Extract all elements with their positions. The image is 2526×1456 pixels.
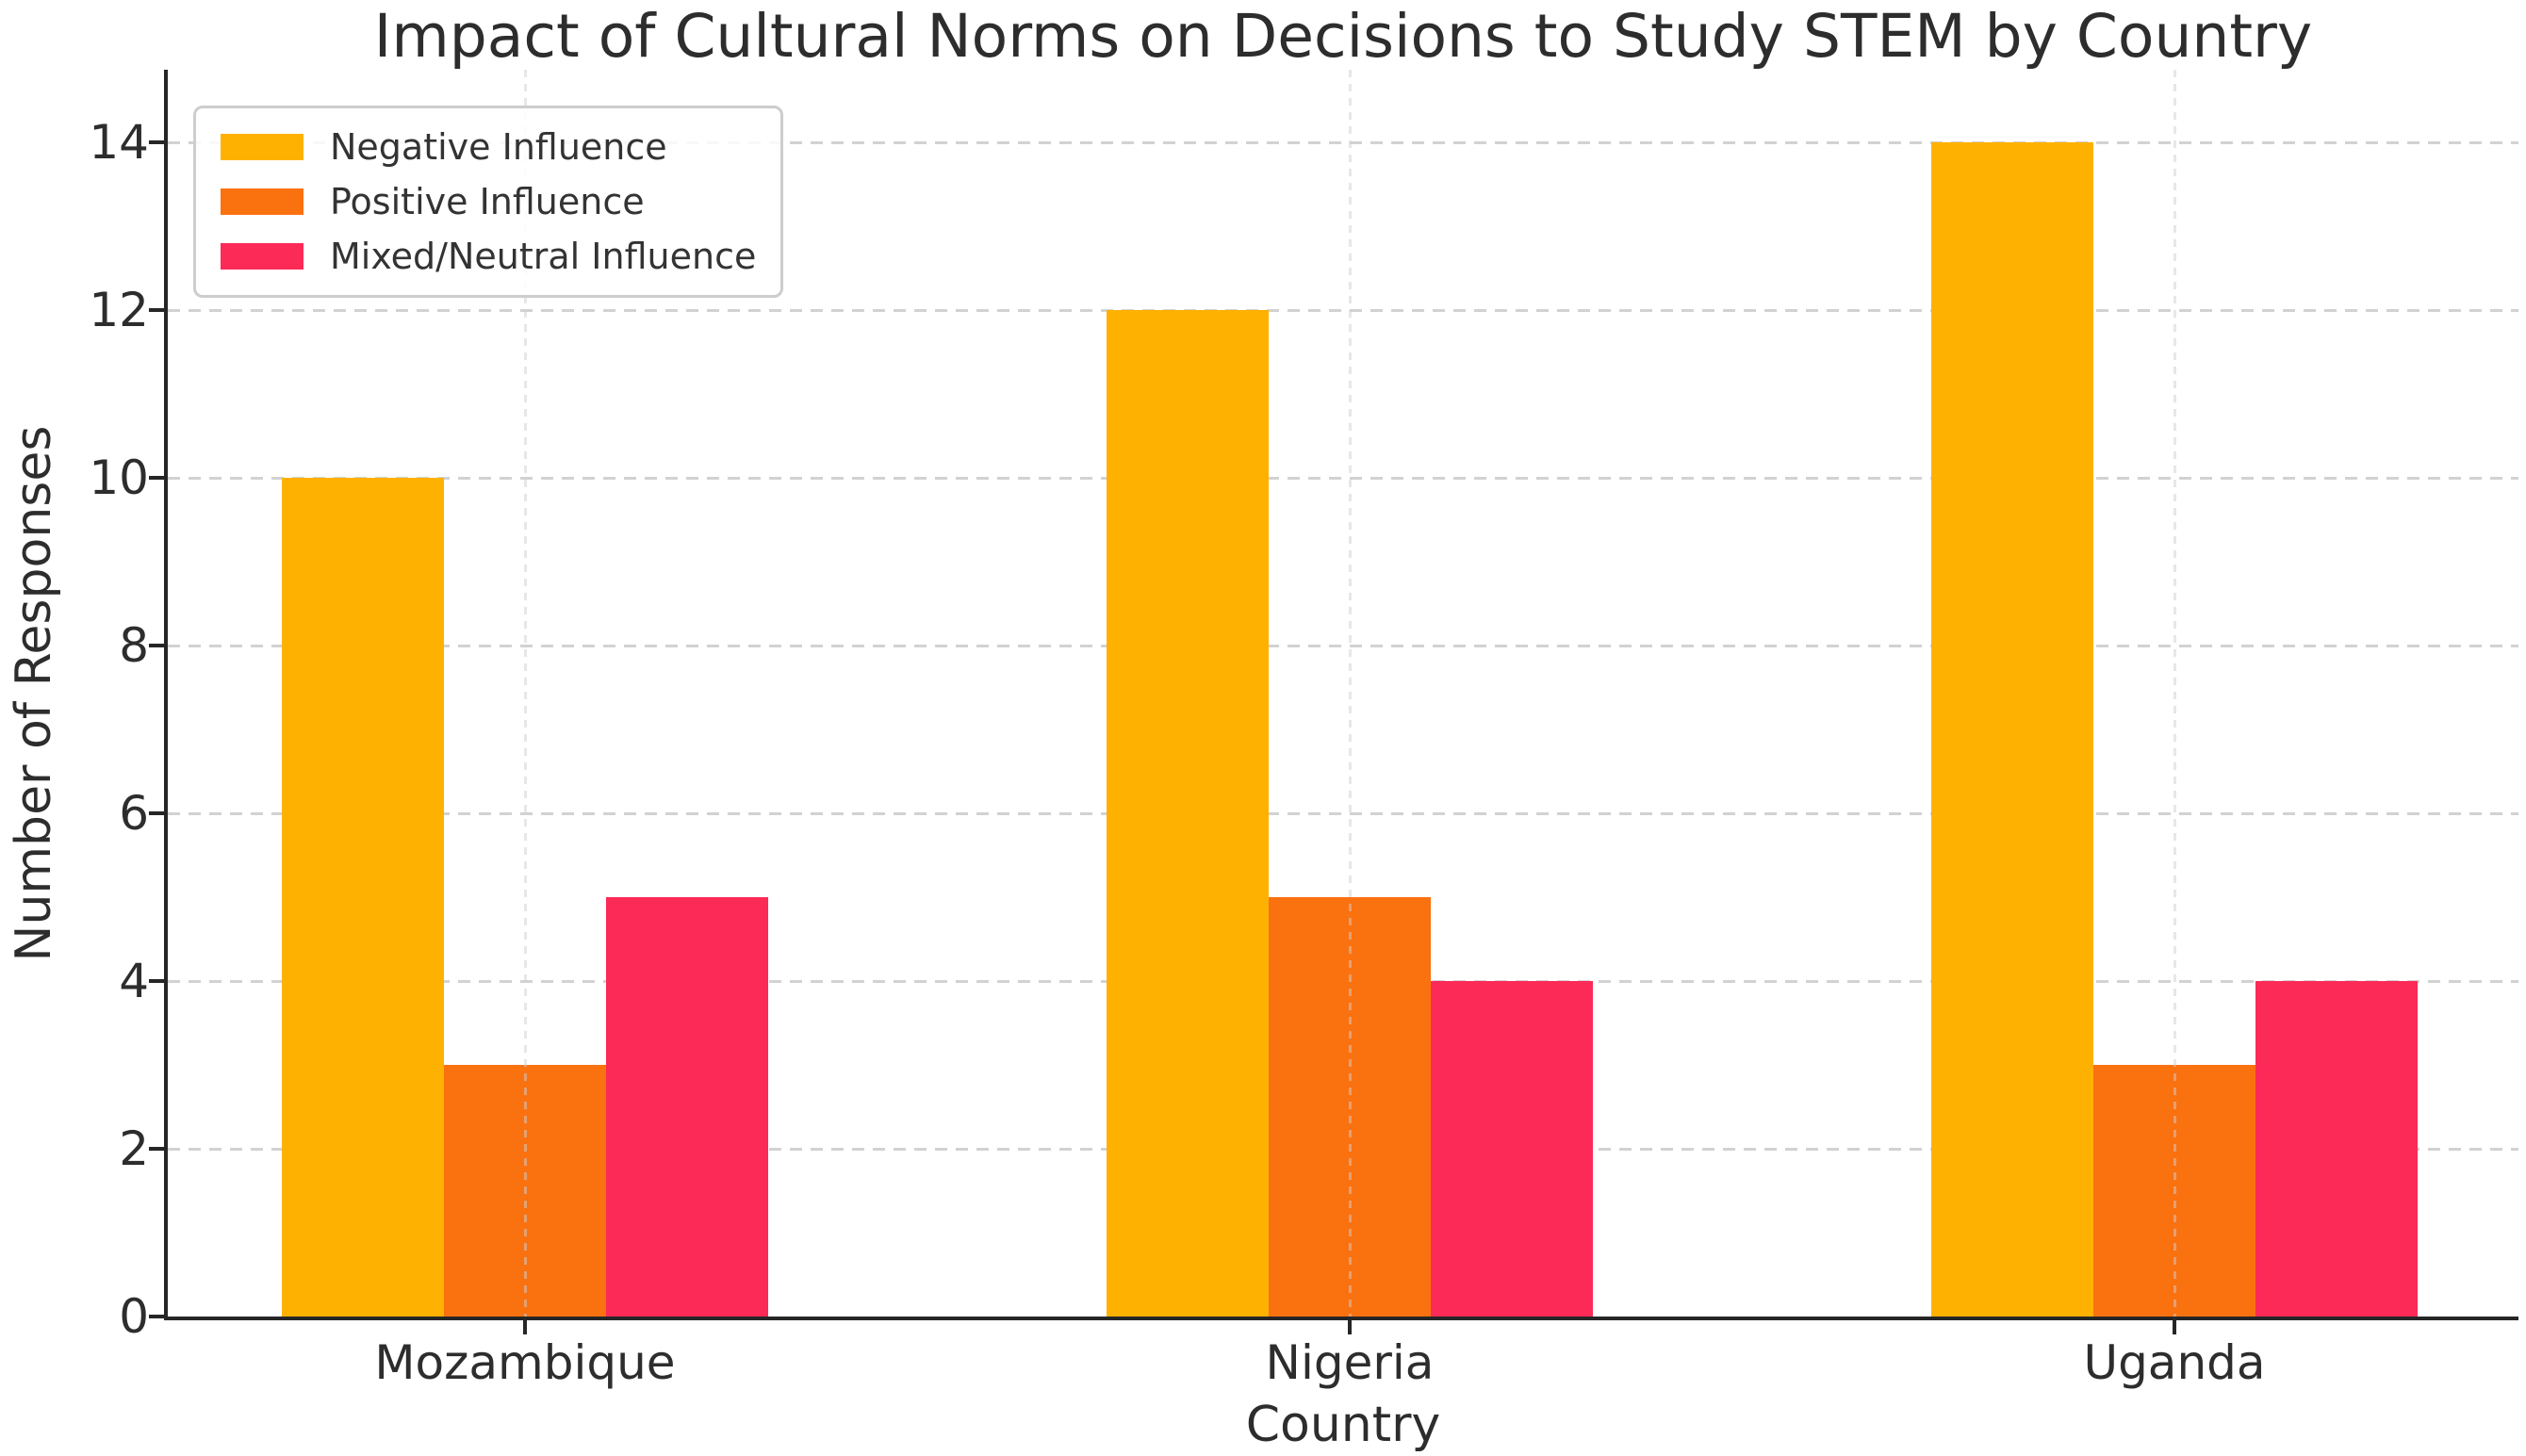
bar xyxy=(1431,981,1593,1317)
bar xyxy=(1107,310,1269,1317)
y-gridline xyxy=(168,644,2518,647)
y-gridline xyxy=(168,476,2518,480)
x-tick-label: Nigeria xyxy=(1265,1335,1435,1390)
x-gridline xyxy=(1348,70,1352,1317)
legend-label: Mixed/Neutral Influence xyxy=(330,236,757,277)
y-gridline xyxy=(168,308,2518,312)
y-gridline xyxy=(168,811,2518,815)
y-tick-label: 12 xyxy=(89,283,149,337)
y-tick xyxy=(149,476,164,480)
y-tick xyxy=(149,1147,164,1151)
y-tick-label: 0 xyxy=(119,1289,149,1344)
x-axis-title: Country xyxy=(1245,1397,1441,1453)
legend-item-mixed-neutral-influence: Mixed/Neutral Influence xyxy=(221,235,756,278)
y-tick-label: 2 xyxy=(119,1121,149,1176)
y-tick xyxy=(149,644,164,647)
legend-item-negative-influence: Negative Influence xyxy=(221,125,756,169)
y-tick xyxy=(149,1315,164,1318)
y-tick xyxy=(149,811,164,815)
x-tick-label: Mozambique xyxy=(374,1335,676,1390)
legend-item-positive-influence: Positive Influence xyxy=(221,180,756,223)
y-tick xyxy=(149,308,164,312)
legend-swatch-positive-influence xyxy=(221,188,303,215)
bar xyxy=(606,897,768,1317)
x-tick-label: Uganda xyxy=(2083,1335,2266,1390)
plot-area: Negative Influence Positive Influence Mi… xyxy=(168,70,2518,1317)
legend-label: Positive Influence xyxy=(330,181,645,222)
x-axis-spine xyxy=(164,1317,2518,1320)
chart-title: Impact of Cultural Norms on Decisions to… xyxy=(373,2,2313,71)
x-gridline xyxy=(523,70,527,1317)
x-gridline xyxy=(2173,70,2176,1317)
legend: Negative Influence Positive Influence Mi… xyxy=(193,106,784,298)
y-tick-label: 4 xyxy=(119,954,149,1008)
bar xyxy=(282,478,444,1317)
y-tick xyxy=(149,979,164,983)
y-tick-label: 8 xyxy=(119,618,149,673)
y-axis-spine xyxy=(164,70,168,1320)
y-tick xyxy=(149,140,164,144)
legend-swatch-negative-influence xyxy=(221,134,303,160)
y-tick-label: 6 xyxy=(119,786,149,841)
bar xyxy=(1931,142,2093,1317)
legend-label: Negative Influence xyxy=(330,126,667,168)
y-tick-label: 14 xyxy=(89,115,149,170)
x-tick xyxy=(1348,1320,1352,1334)
bar xyxy=(2255,981,2418,1317)
x-tick xyxy=(523,1320,527,1334)
x-tick xyxy=(2173,1320,2176,1334)
y-tick-label: 10 xyxy=(89,450,149,505)
y-gridline xyxy=(168,140,2518,144)
legend-swatch-mixed-neutral-influence xyxy=(221,243,303,270)
